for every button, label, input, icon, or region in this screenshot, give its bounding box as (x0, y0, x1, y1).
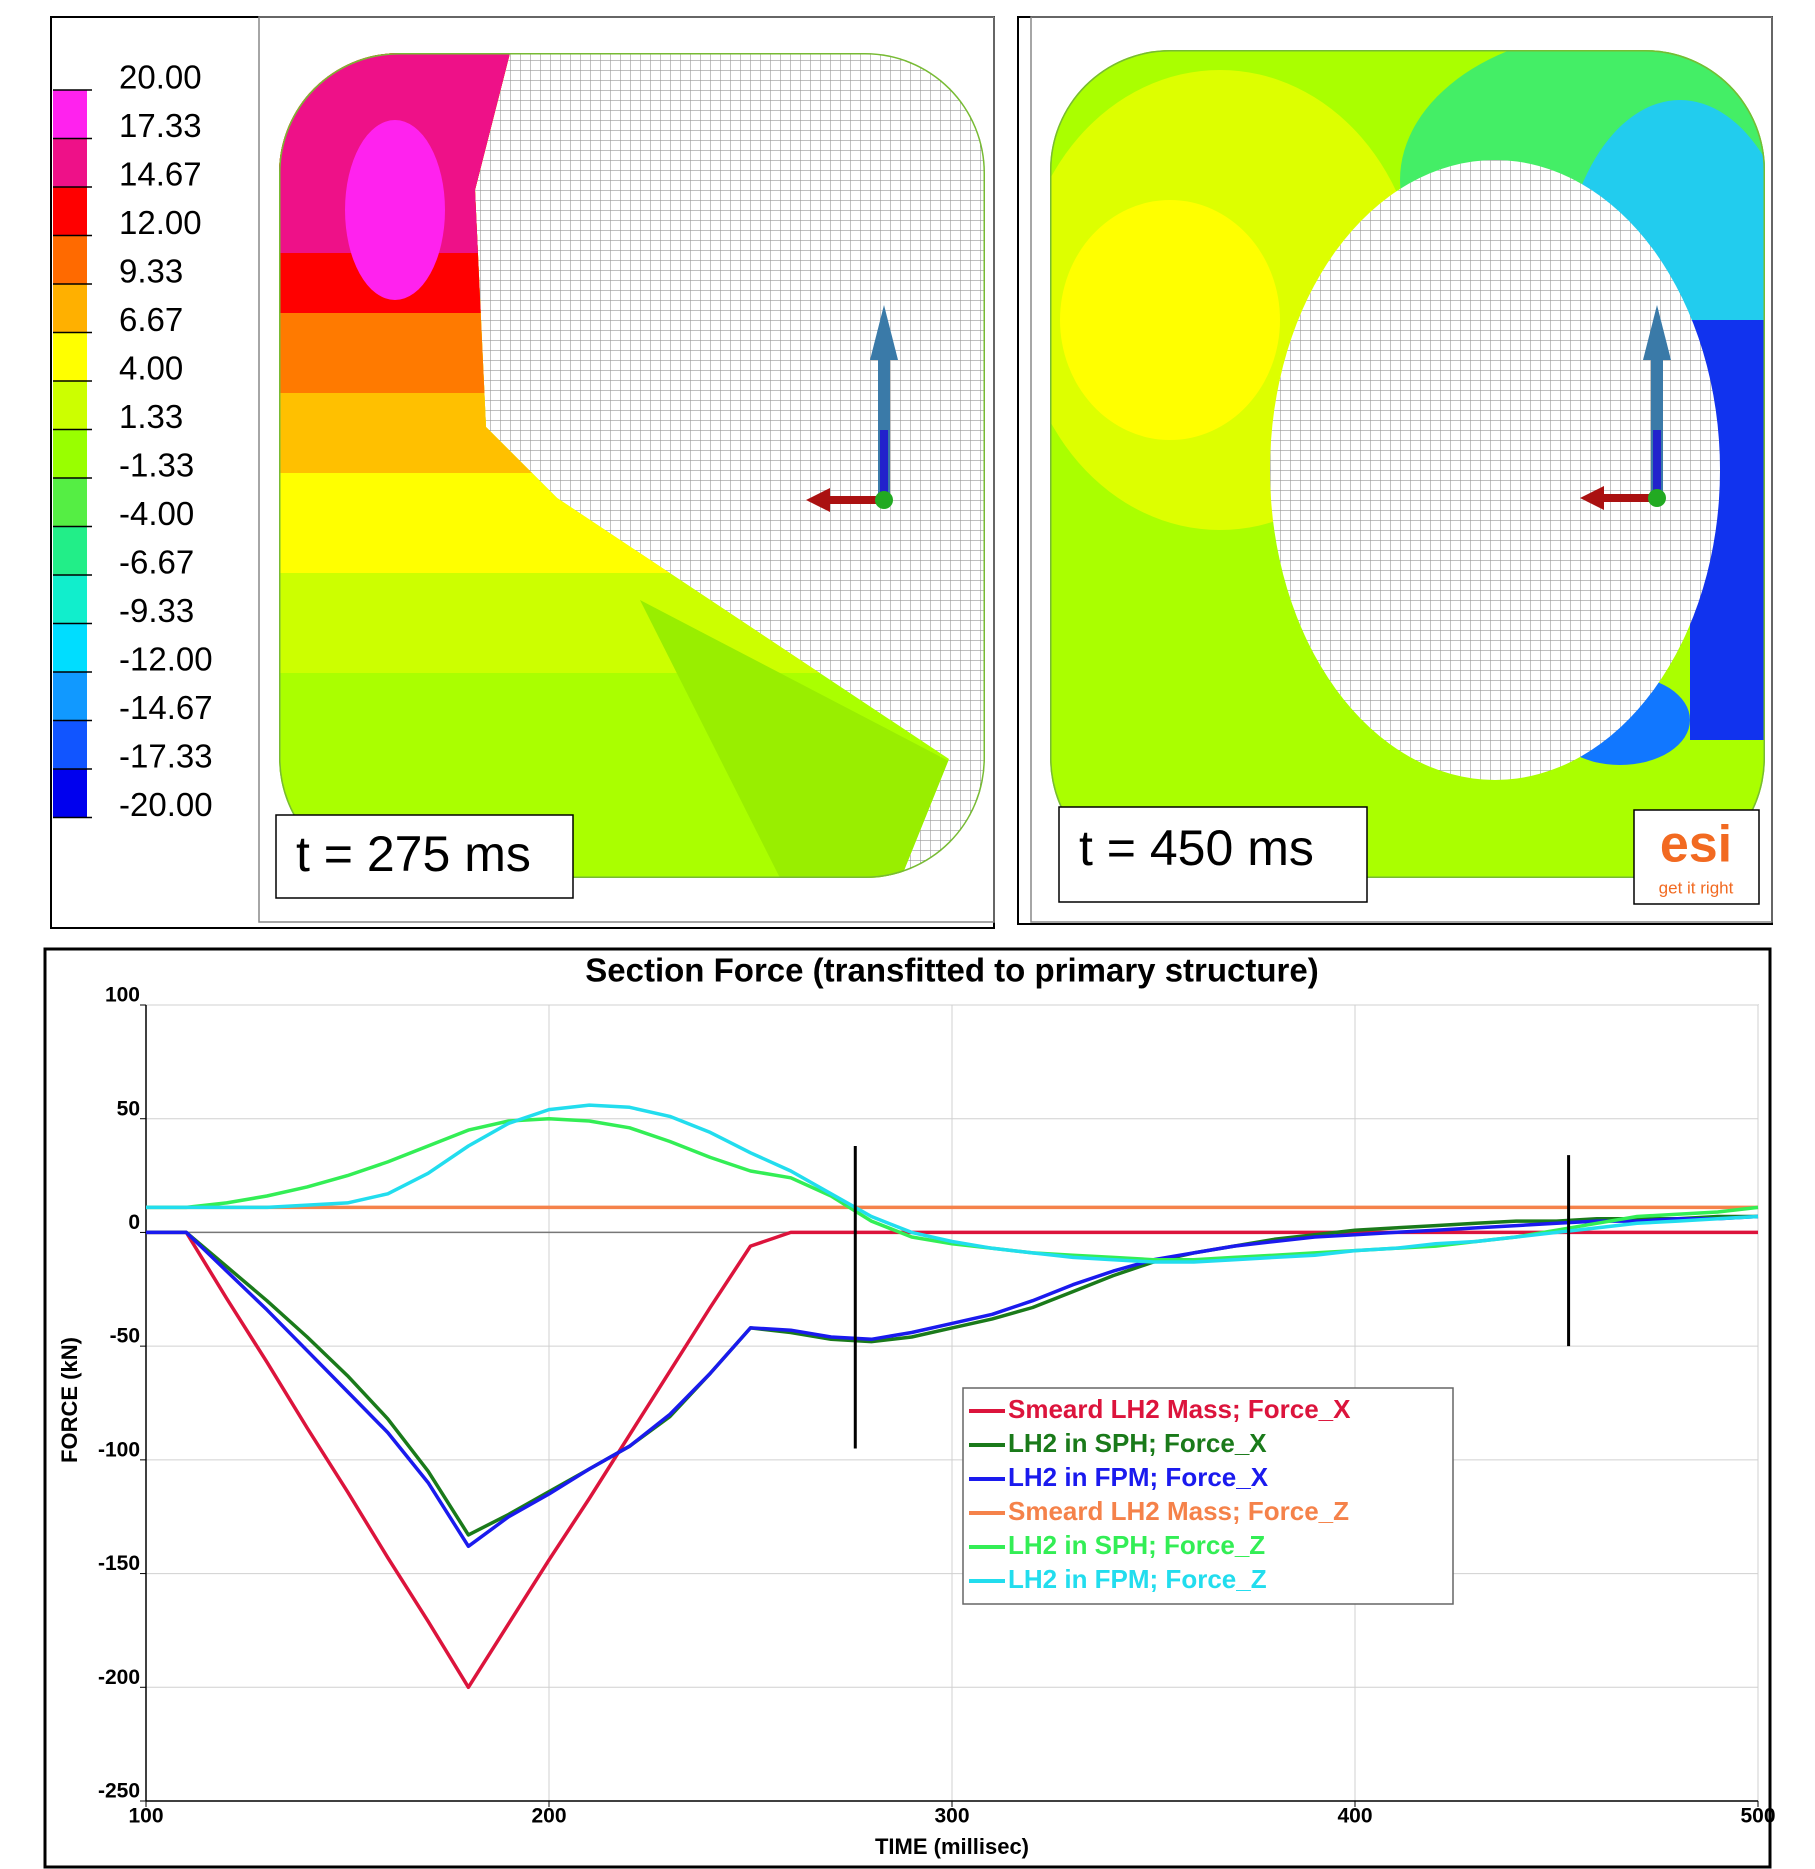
y-tick-label: 100 (105, 984, 140, 1007)
colorbar-label: -17.33 (119, 738, 213, 775)
legend-label: LH2 in FPM; Force_Z (1008, 1564, 1267, 1594)
logo-tagline: get it right (1659, 878, 1734, 897)
colorbar-band (53, 769, 87, 818)
colorbar-label: 20.00 (119, 59, 202, 96)
x-axis-label: TIME (millisec) (875, 1834, 1029, 1859)
colorbar-label: -14.67 (119, 689, 213, 726)
colorbar-label: 4.00 (119, 350, 183, 387)
colorbar-band (53, 721, 87, 770)
right-tank (1020, 30, 1815, 878)
logo: esi (1660, 816, 1732, 874)
y-tick-label: -150 (98, 1552, 140, 1575)
legend-label: LH2 in SPH; Force_Z (1008, 1530, 1265, 1560)
y-tick-label: -250 (98, 1780, 140, 1803)
figure: 20.00 17.33 14.67 12.00 9.33 6.67 4.00 1.33 -1.3… (0, 0, 1815, 1869)
colorbar-band (53, 284, 87, 333)
colorbar-label: 9.33 (119, 253, 183, 290)
colorbar-band (53, 187, 87, 236)
colorbar-label: -20.00 (119, 786, 213, 823)
legend-label: Smeard LH2 Mass; Force_Z (1008, 1496, 1349, 1526)
colorbar-band (53, 478, 87, 527)
colorbar-label: -1.33 (119, 447, 194, 484)
x-tick-label: 300 (934, 1805, 969, 1828)
colorbar-label: 6.67 (119, 301, 183, 338)
colorbar-band (53, 527, 87, 576)
colorbar-label: -4.00 (119, 495, 194, 532)
colorbar-band (53, 236, 87, 285)
legend-label: LH2 in FPM; Force_X (1008, 1462, 1269, 1492)
colorbar-label: 17.33 (119, 107, 202, 144)
time-label: t = 450 ms (1079, 820, 1314, 876)
colorbar-label: 14.67 (119, 156, 202, 193)
colorbar-band (53, 90, 87, 139)
x-tick-label: 400 (1337, 1805, 1372, 1828)
plot-area: -250 -200 -150 -100 -50 0 50 100 100 200 300 400 500… (98, 984, 1776, 1828)
y-tick-label: -50 (110, 1325, 140, 1348)
colorbar-label: -9.33 (119, 592, 194, 629)
colorbar-band (53, 624, 87, 673)
colorbar-label: -6.67 (119, 544, 194, 581)
x-tick-label: 500 (1740, 1805, 1775, 1828)
colorbar-label: -12.00 (119, 641, 213, 678)
colorbar-band (53, 430, 87, 479)
time-label: t = 275 ms (296, 826, 531, 882)
colorbar-band (53, 333, 87, 382)
x-tick-label: 100 (128, 1805, 163, 1828)
colorbar-band (53, 381, 87, 430)
legend-label: Smeard LH2 Mass; Force_X (1008, 1394, 1351, 1424)
legend-label: LH2 in SPH; Force_X (1008, 1428, 1267, 1458)
y-tick-label: 0 (128, 1211, 140, 1234)
y-tick-label: -200 (98, 1666, 140, 1689)
y-axis-label: FORCE (kN) (57, 1337, 82, 1463)
y-tick-label: -100 (98, 1438, 140, 1461)
x-tick-label: 200 (531, 1805, 566, 1828)
colorbar-label: 1.33 (119, 398, 183, 435)
colorbar-band (53, 139, 87, 188)
colorbar-band (53, 575, 87, 624)
colorbar-band (53, 672, 87, 721)
colorbar-label: 12.00 (119, 204, 202, 241)
page: {"colorbar": { "ticks": [{"value": 20, "… (0, 0, 1815, 1869)
y-tick-label: 50 (117, 1097, 140, 1120)
chart-title: Section Force (transfitted to primary st… (585, 952, 1318, 989)
